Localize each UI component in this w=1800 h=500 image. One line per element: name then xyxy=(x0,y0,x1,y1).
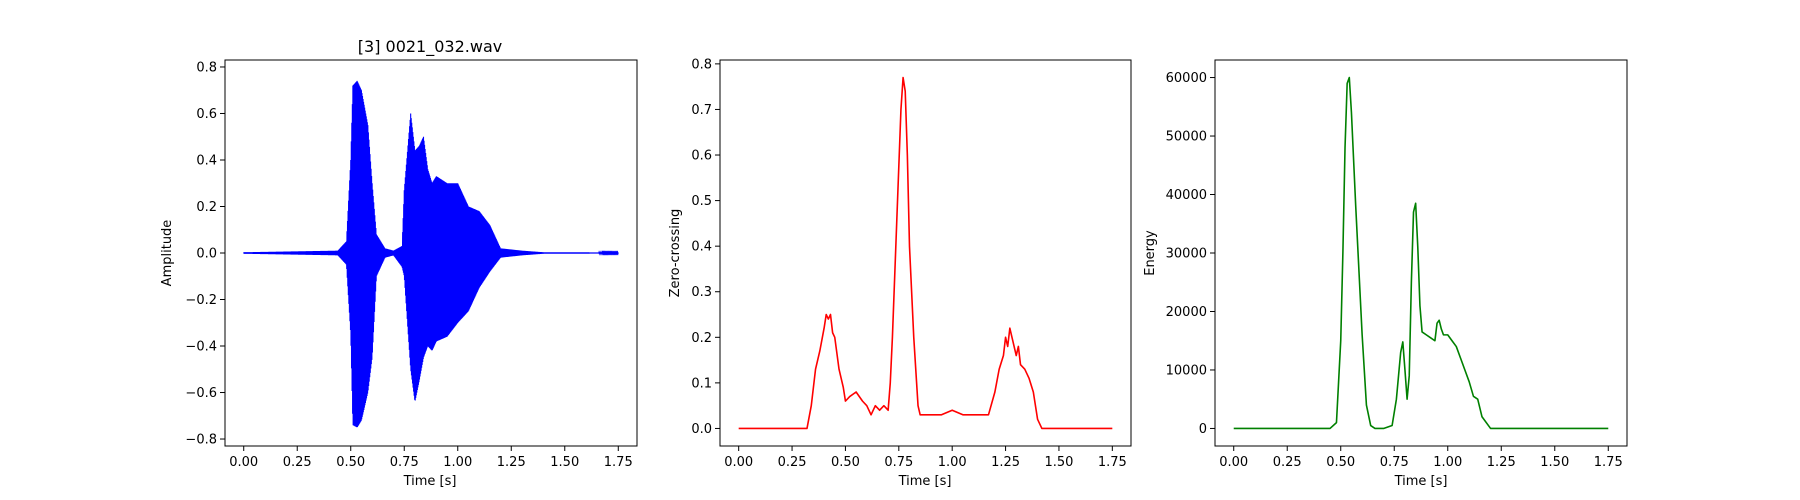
y-tick-label: 0.4 xyxy=(196,153,217,168)
plot-marks xyxy=(1233,76,1609,430)
x-tick-label: 1.50 xyxy=(1540,455,1569,470)
x-tick-label: 0.25 xyxy=(778,455,807,470)
y-tick-label: 50000 xyxy=(1166,130,1207,145)
y-tick-label: 20000 xyxy=(1166,305,1207,320)
y-axis-label: Energy xyxy=(1143,230,1158,276)
waveform-line xyxy=(243,80,619,428)
plot-marks xyxy=(738,76,1113,430)
y-tick-label: 0.8 xyxy=(196,60,217,75)
x-axis-label: Time [s] xyxy=(403,474,457,489)
zero-crossing-chart: Time [s] Zero-crossing 0.00 0.25 0.50 0.75 1… xyxy=(668,57,1132,489)
x-tick-label: 1.00 xyxy=(938,455,967,470)
y-tick-label: 30000 xyxy=(1166,247,1207,262)
x-axis-label: Time [s] xyxy=(1394,474,1448,489)
x-tick-label: 0.75 xyxy=(390,455,419,470)
x-tick-label: 0.00 xyxy=(724,455,753,470)
y-tick-label: 0.6 xyxy=(196,107,217,122)
y-tick-label: −0.6 xyxy=(185,386,217,401)
y-tick-label: 0.2 xyxy=(691,331,712,346)
y-tick-label: 0.8 xyxy=(691,57,712,72)
chart-title: [3] 0021_032.wav xyxy=(358,37,502,57)
x-tick-label: 1.00 xyxy=(443,455,472,470)
x-tick-label: 1.75 xyxy=(604,455,633,470)
y-tick-label: 0.5 xyxy=(691,194,712,209)
y-tick-label: 0.0 xyxy=(196,247,217,262)
plot-marks xyxy=(243,80,619,428)
x-tick-label: 0.50 xyxy=(336,455,365,470)
x-tick-label: 0.50 xyxy=(1326,455,1355,470)
axes-frame xyxy=(1214,59,1628,447)
x-tick-label: 0.75 xyxy=(884,455,913,470)
axis-ticks: 0.00 0.25 0.50 0.75 1.00 1.25 1.50 1.75 −0.8 −0.6… xyxy=(185,60,632,470)
y-tick-label: 0.7 xyxy=(691,103,712,118)
y-axis-label: Zero-crossing xyxy=(668,209,683,298)
x-tick-label: 0.50 xyxy=(831,455,860,470)
y-tick-label: 10000 xyxy=(1166,363,1207,378)
x-tick-label: 1.50 xyxy=(550,455,579,470)
y-tick-label: 0.4 xyxy=(691,240,712,255)
y-tick-label: −0.8 xyxy=(185,433,217,448)
y-tick-label: 0.0 xyxy=(691,422,712,437)
y-tick-label: −0.4 xyxy=(185,340,217,355)
x-tick-label: 1.25 xyxy=(497,455,526,470)
y-tick-label: 0 xyxy=(1199,422,1207,437)
axis-ticks: 0.00 0.25 0.50 0.75 1.00 1.25 1.50 1.75 0 10000 20… xyxy=(1166,71,1623,470)
y-tick-label: 0.6 xyxy=(691,149,712,164)
energy-chart: Time [s] Energy 0.00 0.25 0.50 0.75 1.00 1.25… xyxy=(1143,59,1628,489)
x-tick-label: 0.00 xyxy=(229,455,258,470)
series-line xyxy=(738,76,1113,430)
waveform-chart: [3] 0021_032.wav Time [s] Amplitude 0.00… xyxy=(160,37,638,489)
x-tick-label: 1.75 xyxy=(1594,455,1623,470)
series-line xyxy=(1233,76,1609,430)
y-tick-label: 0.3 xyxy=(691,285,712,300)
x-tick-label: 1.25 xyxy=(1487,455,1516,470)
y-tick-label: 0.1 xyxy=(691,376,712,391)
x-tick-label: 0.25 xyxy=(283,455,312,470)
x-tick-label: 1.25 xyxy=(991,455,1020,470)
y-tick-label: 0.2 xyxy=(196,200,217,215)
x-axis-label: Time [s] xyxy=(898,474,952,489)
y-tick-label: −0.2 xyxy=(185,293,217,308)
x-tick-label: 0.25 xyxy=(1273,455,1302,470)
y-axis-label: Amplitude xyxy=(160,220,175,287)
x-tick-label: 0.75 xyxy=(1380,455,1409,470)
x-tick-label: 1.00 xyxy=(1433,455,1462,470)
y-tick-label: 60000 xyxy=(1166,71,1207,86)
x-tick-label: 0.00 xyxy=(1219,455,1248,470)
y-tick-label: 40000 xyxy=(1166,188,1207,203)
axes-frame xyxy=(719,59,1132,447)
x-tick-label: 1.75 xyxy=(1098,455,1127,470)
axes-frame xyxy=(224,59,638,447)
axis-ticks: 0.00 0.25 0.50 0.75 1.00 1.25 1.50 1.75 0.0 0.1 0.… xyxy=(691,57,1126,470)
x-tick-label: 1.50 xyxy=(1044,455,1073,470)
